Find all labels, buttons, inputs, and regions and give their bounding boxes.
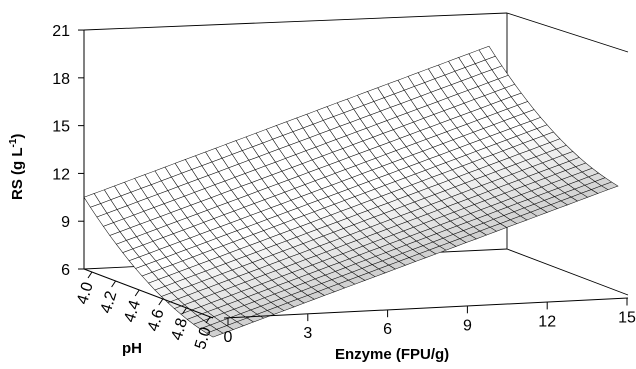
- enzyme-axis-line: [223, 297, 629, 319]
- enzyme-tick-label: 3: [303, 325, 312, 342]
- back-top-edge: [83, 12, 508, 31]
- enzyme-tick-label: 6: [383, 321, 392, 338]
- ph-axis-ticks: 4.0 4.2 4.4 4.6 4.8 5.0: [74, 271, 215, 351]
- z-axis-ticks: 6 9 12 15 18 21: [52, 23, 84, 279]
- z-tick-label: 15: [52, 119, 70, 136]
- enzyme-axis-ticks: 0 3 6 9 12 15: [224, 298, 636, 346]
- z-tick-label: 12: [52, 166, 70, 183]
- ph-tick-label: 4.4: [121, 298, 144, 324]
- z-axis-title: RS (g L-1): [8, 134, 26, 200]
- z-axis-title-superscript: -1: [8, 138, 19, 147]
- ph-tick-mark: [87, 271, 93, 279]
- right-bottom-edge: [506, 248, 629, 296]
- enzyme-tick-label: 0: [224, 329, 233, 346]
- ph-tick-mark: [158, 298, 164, 306]
- ph-tick-label: 4.8: [168, 316, 191, 342]
- z-tick-label: 6: [61, 262, 70, 279]
- z-tick-label: 9: [61, 214, 70, 231]
- enzyme-axis-title: Enzyme (FPU/g): [335, 346, 449, 363]
- response-surface: [83, 45, 619, 338]
- enzyme-tick-label: 15: [618, 310, 636, 327]
- enzyme-tick-label: 9: [463, 317, 472, 334]
- enzyme-tick-label: 12: [538, 313, 556, 330]
- ph-tick-label: 4.6: [145, 307, 168, 333]
- z-tick-label: 18: [52, 71, 70, 88]
- axes: [83, 30, 629, 319]
- ph-axis-line: [83, 268, 214, 319]
- ph-tick-mark: [181, 307, 187, 315]
- z-tick-label: 21: [52, 23, 70, 40]
- ph-tick-mark: [111, 280, 117, 288]
- surface-cell: [205, 329, 224, 338]
- ph-tick-label: 4.2: [98, 289, 121, 315]
- ph-tick-label: 5.0: [192, 325, 215, 351]
- right-top-edge: [506, 12, 629, 53]
- ph-tick-mark: [205, 316, 211, 324]
- ph-tick-label: 4.0: [74, 280, 97, 306]
- ph-tick-mark: [134, 289, 140, 297]
- ph-axis-title: pH: [122, 340, 142, 357]
